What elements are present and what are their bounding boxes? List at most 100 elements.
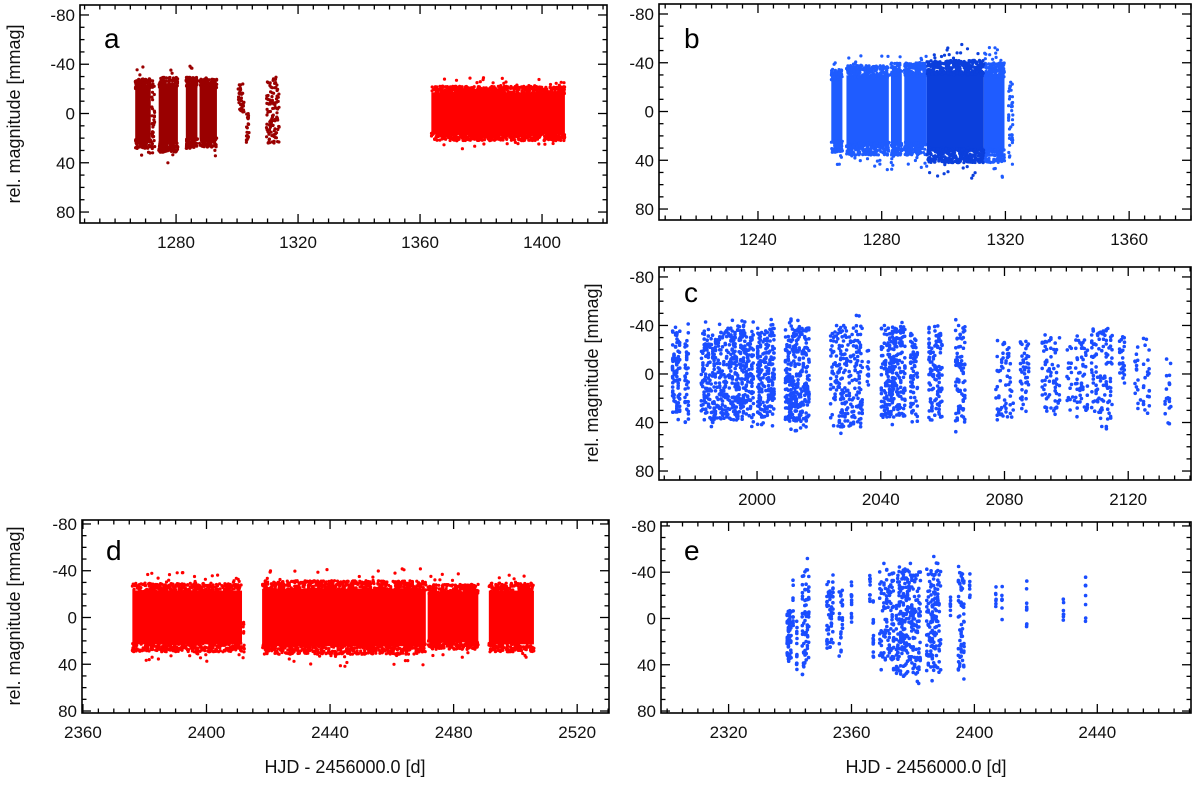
data-point — [473, 144, 477, 148]
data-point — [1011, 113, 1015, 117]
data-point — [840, 72, 844, 76]
data-point — [670, 374, 675, 379]
data-point — [733, 335, 737, 340]
data-point — [801, 423, 806, 427]
data-point — [955, 147, 959, 151]
data-point — [273, 77, 278, 81]
data-point — [1008, 84, 1013, 88]
data-point — [920, 147, 924, 151]
data-point — [900, 143, 904, 147]
data-point — [846, 66, 850, 70]
data-point — [936, 147, 940, 151]
x-tick-label: 1360 — [401, 233, 439, 252]
data-point — [757, 399, 761, 403]
data-point — [797, 413, 802, 417]
data-point — [709, 382, 713, 386]
data-point — [769, 317, 773, 322]
data-point — [988, 53, 992, 57]
data-point — [797, 324, 802, 329]
data-point — [768, 339, 772, 343]
data-point — [239, 108, 243, 112]
density-band — [926, 71, 984, 152]
data-point — [187, 139, 191, 143]
data-point — [1009, 133, 1013, 137]
data-point — [944, 160, 948, 164]
data-point — [480, 132, 484, 136]
data-point — [236, 87, 240, 91]
data-point — [916, 61, 920, 65]
data-point — [930, 72, 934, 76]
data-point — [537, 77, 541, 82]
data-point — [807, 360, 811, 364]
data-point — [857, 73, 861, 77]
data-point — [208, 137, 212, 141]
data-point — [900, 69, 904, 73]
data-point — [737, 362, 742, 366]
data-point — [769, 323, 773, 327]
data-point — [1000, 152, 1004, 156]
data-point — [789, 361, 793, 365]
data-point — [942, 71, 946, 75]
data-point — [769, 362, 773, 367]
data-layer — [829, 42, 1015, 180]
data-point — [846, 71, 850, 75]
data-point — [265, 122, 269, 126]
data-point — [995, 157, 999, 161]
data-point — [153, 145, 157, 149]
data-point — [509, 86, 513, 90]
data-point — [919, 142, 923, 146]
data-point — [801, 402, 806, 407]
data-point — [796, 348, 800, 353]
data-point — [765, 336, 770, 341]
data-point — [702, 398, 707, 403]
data-point — [526, 133, 531, 137]
data-point — [962, 158, 967, 162]
data-point — [743, 377, 747, 382]
data-point — [857, 314, 861, 318]
data-point — [560, 91, 564, 95]
data-point — [168, 83, 172, 87]
data-point — [675, 406, 679, 411]
data-point — [794, 385, 799, 390]
data-point — [729, 362, 733, 367]
data-point — [792, 359, 796, 363]
data-point — [945, 151, 949, 155]
data-point — [989, 153, 993, 157]
data-point — [544, 134, 548, 138]
data-point — [801, 328, 806, 333]
y-tick-label: 40 — [56, 154, 75, 173]
data-point — [786, 397, 791, 402]
data-point — [460, 132, 464, 137]
data-point — [923, 161, 927, 165]
data-point — [683, 366, 688, 370]
data-point — [731, 343, 736, 348]
data-point — [793, 355, 797, 359]
data-point — [146, 150, 151, 154]
data-point — [947, 53, 951, 57]
data-point — [975, 70, 979, 74]
data-point — [897, 74, 902, 78]
data-point — [915, 156, 919, 160]
data-point — [677, 350, 682, 355]
data-point — [720, 402, 725, 407]
data-point — [716, 358, 720, 363]
data-point — [973, 147, 977, 152]
data-point — [434, 135, 438, 140]
data-point — [970, 72, 974, 76]
data-point — [925, 164, 929, 168]
data-point — [712, 406, 716, 410]
data-point — [496, 90, 500, 94]
data-point — [961, 166, 965, 170]
data-point — [859, 54, 863, 58]
data-point — [750, 415, 754, 420]
y-tick-label: -80 — [50, 6, 75, 25]
data-point — [184, 144, 189, 148]
data-point — [985, 153, 989, 158]
data-point — [786, 400, 791, 405]
data-point — [270, 95, 274, 99]
data-point — [445, 134, 449, 138]
data-point — [211, 77, 215, 82]
data-point — [847, 145, 852, 150]
data-point — [834, 323, 839, 328]
